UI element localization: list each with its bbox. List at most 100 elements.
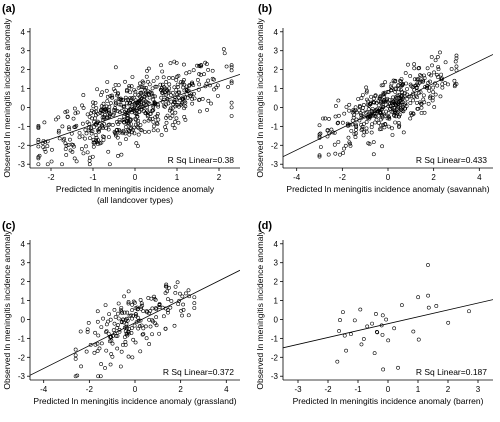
data-point — [452, 84, 457, 89]
data-point — [428, 94, 433, 99]
data-point — [318, 145, 323, 149]
y-tick-label: 1 — [274, 85, 279, 94]
data-point — [421, 79, 426, 84]
data-point — [132, 300, 137, 305]
data-point — [127, 85, 132, 90]
data-point — [67, 127, 72, 132]
data-point — [411, 329, 416, 334]
data-point — [127, 132, 132, 137]
data-point — [89, 111, 93, 116]
data-point — [335, 359, 340, 364]
data-point — [136, 315, 140, 320]
data-point — [341, 310, 345, 315]
data-point — [436, 65, 441, 69]
data-point — [99, 93, 103, 97]
data-point — [155, 114, 160, 118]
data-point — [162, 93, 167, 97]
data-point — [133, 306, 138, 311]
data-point — [411, 91, 415, 96]
data-point — [183, 104, 188, 109]
data-point — [157, 302, 162, 307]
data-point — [93, 100, 98, 105]
x-axis-label: Predicted ln meningitis incidence anomal… — [33, 396, 236, 406]
data-point — [115, 333, 120, 338]
data-point — [146, 79, 150, 84]
x-tick-label: -1 — [354, 385, 362, 394]
fit-line — [30, 73, 240, 147]
x-tick-label: -2 — [47, 173, 55, 182]
data-point — [176, 120, 181, 125]
data-point — [327, 117, 331, 121]
data-point — [63, 110, 68, 115]
data-point — [95, 309, 100, 314]
data-point — [433, 92, 438, 97]
data-point — [110, 354, 115, 359]
data-point — [172, 100, 177, 104]
data-point — [382, 92, 387, 97]
data-point — [393, 95, 398, 100]
data-point — [408, 82, 413, 87]
data-point — [190, 97, 195, 101]
data-point — [116, 311, 120, 316]
data-point — [153, 298, 158, 302]
data-point — [113, 108, 118, 112]
data-point — [105, 99, 110, 104]
data-point — [373, 120, 378, 125]
data-point — [104, 104, 109, 109]
data-point — [150, 108, 155, 113]
data-point — [118, 129, 123, 134]
data-point — [125, 121, 130, 126]
x-tick-label: 2 — [217, 173, 222, 182]
data-point — [154, 84, 159, 89]
data-point — [454, 64, 459, 69]
data-point — [86, 320, 91, 325]
data-point — [130, 355, 135, 360]
data-point — [184, 84, 189, 89]
data-point — [169, 299, 174, 303]
data-point — [180, 313, 184, 318]
data-point — [103, 303, 108, 308]
data-point — [388, 107, 392, 111]
data-point — [73, 125, 78, 129]
data-point — [43, 149, 48, 154]
data-point — [45, 139, 50, 144]
data-point — [229, 100, 234, 105]
data-point — [393, 86, 398, 91]
y-tick-label: -3 — [271, 160, 279, 169]
data-point — [116, 96, 121, 101]
data-point — [429, 55, 434, 59]
y-tick-label: 3 — [21, 259, 26, 268]
data-point — [172, 126, 177, 131]
data-point — [408, 116, 413, 121]
data-point — [171, 102, 176, 107]
data-point — [145, 68, 149, 73]
data-point — [174, 78, 179, 82]
data-point — [122, 294, 127, 299]
data-point — [139, 306, 143, 311]
data-point — [358, 111, 363, 115]
data-point — [75, 373, 80, 378]
data-point — [159, 133, 164, 137]
data-point — [203, 60, 208, 65]
data-point — [88, 343, 93, 347]
data-point — [173, 119, 177, 124]
data-point — [84, 131, 89, 136]
data-point — [81, 93, 86, 97]
data-point — [54, 117, 58, 122]
y-axis-label: Observed ln meningitis incidence anomaly — [2, 230, 12, 390]
data-point — [435, 83, 440, 88]
data-point — [160, 82, 165, 87]
data-point — [118, 102, 123, 107]
data-point — [416, 337, 421, 342]
data-point — [101, 101, 106, 106]
data-point — [139, 323, 144, 328]
data-point — [119, 305, 124, 310]
data-point — [336, 98, 341, 103]
data-point — [229, 81, 234, 86]
data-point — [145, 105, 149, 110]
data-point — [392, 326, 397, 331]
data-point — [204, 81, 209, 86]
data-point — [121, 105, 126, 109]
data-point — [133, 312, 138, 316]
